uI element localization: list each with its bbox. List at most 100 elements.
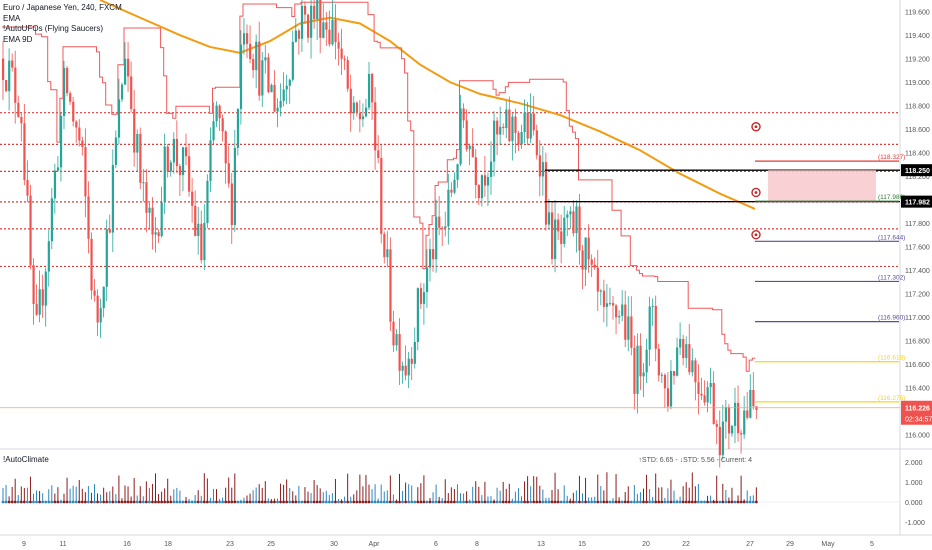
indicator-dot [175, 500, 179, 504]
indicator-dot [434, 500, 438, 504]
ufo-marker-dot [754, 191, 758, 194]
candle-body [17, 102, 20, 118]
candle-body [499, 126, 502, 135]
indicator-dot [477, 500, 481, 504]
candle-body [120, 84, 124, 100]
candle-body [587, 237, 590, 260]
candle-body [185, 147, 188, 157]
candle-body [188, 156, 191, 192]
candle-body [676, 347, 679, 376]
candle-body [142, 182, 145, 184]
candle-body [303, 5, 307, 15]
candle-body [657, 348, 660, 376]
current-price-tag [901, 400, 932, 425]
indicator-dot [709, 500, 712, 504]
indicator-dot [205, 500, 209, 504]
candle-body [477, 185, 480, 199]
indicator-dot [312, 500, 316, 504]
indicator-dot [352, 500, 356, 504]
indicator-dot [687, 500, 691, 504]
indicator-pane-title[interactable]: !AutoClimate [3, 455, 49, 464]
ufo-marker[interactable] [751, 122, 761, 132]
candle-body [29, 195, 32, 266]
indicator-ufos-label[interactable]: !AutoUFOs (Flying Saucers) [3, 24, 104, 33]
ufo-marker[interactable] [751, 187, 761, 198]
indicator-dot [212, 500, 215, 504]
indicator-dot [209, 500, 212, 504]
indicator-dot [742, 500, 746, 504]
indicator-dot [495, 500, 499, 504]
indicator-dot [754, 500, 758, 504]
candle-body [194, 205, 197, 236]
indicator-dot [471, 500, 475, 504]
trailing-stop-line [2, 1, 756, 372]
price-axis-tick: 118.600 [905, 127, 930, 134]
candle-body [358, 113, 362, 120]
indicator-dot [187, 500, 191, 504]
indicator-dot [157, 500, 160, 504]
candle-body [114, 137, 118, 165]
candle-body [520, 132, 523, 145]
indicator-dot [446, 500, 450, 504]
ema-line [99, 0, 756, 210]
candle-body [743, 410, 746, 435]
candle-body [300, 5, 304, 39]
indicator-dot [74, 500, 78, 504]
price-axis-tick: 116.400 [905, 385, 930, 392]
indicator-dot [632, 500, 636, 504]
candle-body [93, 290, 96, 296]
candle-body [700, 393, 703, 396]
candle-body [404, 365, 407, 376]
indicator-dot [449, 500, 453, 504]
candle-body [480, 175, 484, 199]
candle-body [456, 164, 459, 180]
candle-body [310, 5, 313, 38]
candle-body [486, 176, 490, 186]
candle-body [566, 214, 569, 218]
candle-body [75, 121, 78, 128]
candle-body [124, 58, 127, 85]
candle-body [727, 406, 731, 434]
candle-body [230, 183, 233, 226]
indicator-dot [50, 500, 54, 504]
candle-body [709, 382, 712, 388]
indicator-dot [587, 500, 590, 504]
indicator-dot [388, 500, 392, 504]
indicator-dot [279, 500, 282, 504]
projection-level-label: (117.986) [878, 194, 905, 201]
indicator-dot [190, 500, 194, 504]
candle-body [532, 113, 535, 131]
candle-body [236, 108, 240, 148]
bar-countdown-label: 02:34:57 [905, 417, 932, 424]
indicator-dot [35, 500, 38, 504]
indicator-dot [108, 500, 112, 504]
ufo-marker[interactable] [751, 230, 761, 240]
candle-body [569, 211, 572, 215]
price-axis-tick: 119.400 [905, 33, 930, 40]
indicator-dot [590, 500, 594, 504]
indicator-dot [672, 500, 676, 504]
candle-body [694, 360, 697, 383]
candle-body [267, 57, 270, 93]
indicator-dot [355, 500, 359, 504]
indicator-dot [1, 500, 5, 504]
indicator-dot [334, 500, 337, 504]
candle-body [313, 5, 316, 20]
symbol-title[interactable]: Euro / Japanese Yen, 240, FXCM [3, 3, 122, 12]
indicator-dot [59, 500, 63, 504]
indicator-dot [224, 500, 228, 504]
indicator-ema9d-label[interactable]: EMA 9D [3, 34, 33, 44]
indicator-dot [218, 500, 221, 504]
candle-body [688, 344, 691, 373]
candle-body [340, 48, 343, 59]
candle-body [218, 105, 221, 119]
candle-body [444, 226, 447, 229]
indicator-dot [465, 500, 468, 504]
indicator-dot [599, 500, 603, 504]
time-axis-tick: 22 [682, 541, 690, 548]
indicator-dot [364, 500, 368, 504]
candle-body [544, 162, 548, 225]
indicator-dot [324, 500, 328, 504]
indicator-ema-label[interactable]: EMA [3, 13, 21, 23]
